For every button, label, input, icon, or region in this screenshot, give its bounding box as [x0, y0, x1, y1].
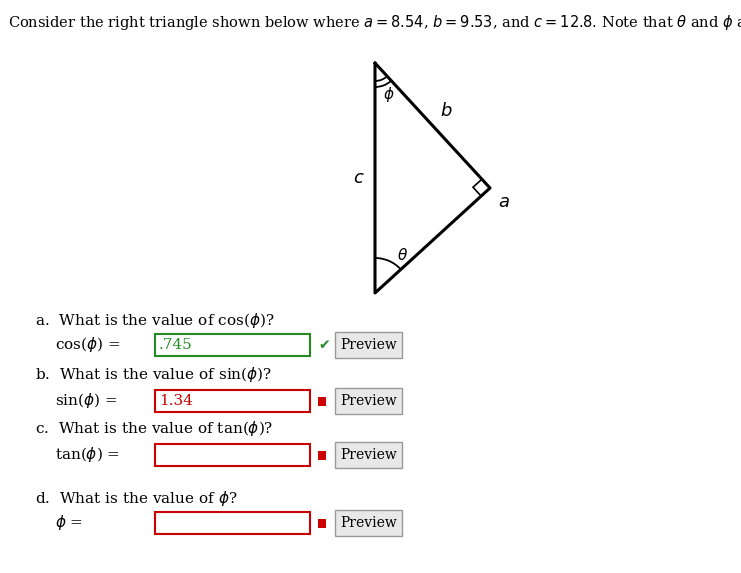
FancyBboxPatch shape	[335, 332, 402, 358]
FancyBboxPatch shape	[155, 334, 310, 356]
FancyBboxPatch shape	[335, 510, 402, 536]
FancyBboxPatch shape	[318, 397, 326, 406]
Text: ✔: ✔	[318, 338, 330, 352]
Text: 1.34: 1.34	[159, 394, 193, 408]
Text: tan($\phi$) =: tan($\phi$) =	[55, 445, 122, 465]
Text: c.  What is the value of tan($\phi$)?: c. What is the value of tan($\phi$)?	[35, 419, 273, 438]
Text: a.  What is the value of cos($\phi$)?: a. What is the value of cos($\phi$)?	[35, 312, 274, 331]
Text: Preview: Preview	[340, 448, 397, 462]
Text: sin($\phi$) =: sin($\phi$) =	[55, 391, 119, 410]
FancyBboxPatch shape	[318, 519, 326, 528]
Text: d.  What is the value of $\phi$?: d. What is the value of $\phi$?	[35, 489, 238, 508]
FancyBboxPatch shape	[155, 512, 310, 534]
Text: $c$: $c$	[353, 169, 365, 187]
Text: $b$: $b$	[440, 103, 453, 120]
Text: Preview: Preview	[340, 338, 397, 352]
FancyBboxPatch shape	[335, 388, 402, 414]
Text: $\phi$: $\phi$	[383, 85, 394, 104]
FancyBboxPatch shape	[335, 442, 402, 468]
FancyBboxPatch shape	[318, 451, 326, 460]
Text: Preview: Preview	[340, 394, 397, 408]
Text: .745: .745	[159, 338, 193, 352]
FancyBboxPatch shape	[155, 444, 310, 466]
Text: $\theta$: $\theta$	[397, 247, 408, 263]
Text: $a$: $a$	[498, 193, 510, 211]
Text: b.  What is the value of sin($\phi$)?: b. What is the value of sin($\phi$)?	[35, 366, 272, 384]
FancyBboxPatch shape	[155, 390, 310, 412]
Text: Consider the right triangle shown below where $a = 8.54$, $b = 9.53$, and $c = 1: Consider the right triangle shown below …	[8, 13, 741, 32]
Text: Preview: Preview	[340, 516, 397, 530]
Text: $\phi$ =: $\phi$ =	[55, 513, 84, 532]
Text: cos($\phi$) =: cos($\phi$) =	[55, 336, 122, 355]
